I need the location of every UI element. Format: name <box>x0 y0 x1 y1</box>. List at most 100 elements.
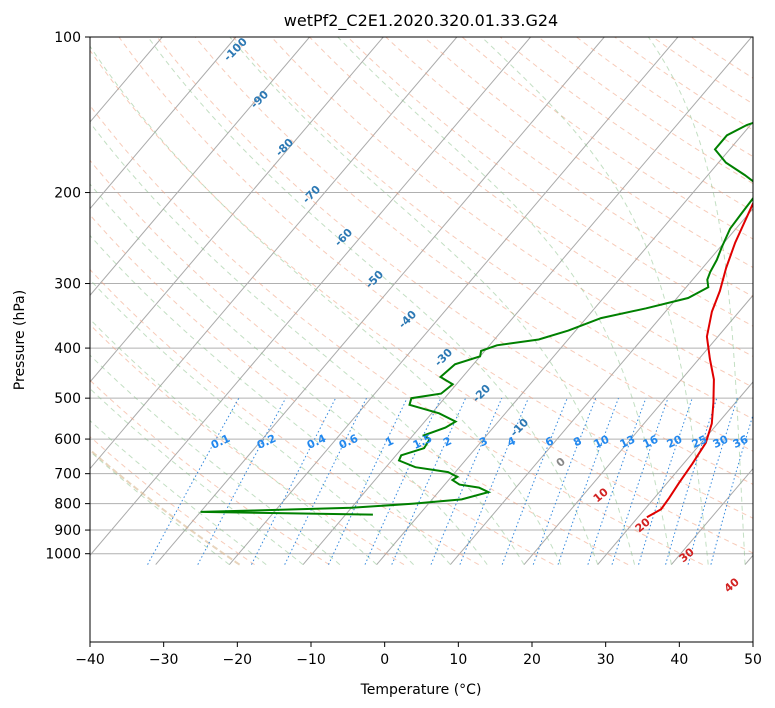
dry-adiabat-label: -90 <box>248 88 271 111</box>
mixing-ratio-label: 20 <box>665 433 685 451</box>
profile-series <box>200 121 753 519</box>
mixing-ratio-line <box>710 413 753 565</box>
x-tick-label: −30 <box>149 652 179 668</box>
moist-adiabat-line <box>90 121 525 565</box>
y-tick-label: 800 <box>54 497 81 513</box>
mixing-ratio-label: 1.5 <box>411 432 434 452</box>
plot-frame <box>89 36 754 643</box>
x-axis-ticks: −40 −30 −20 −10 0 10 20 30 40 50 <box>75 642 762 668</box>
dry-adiabat-line <box>118 37 753 519</box>
moist-adiabat-line <box>90 279 414 565</box>
mixing-ratio-line <box>430 397 503 565</box>
temperature-line <box>646 202 753 519</box>
y-tick-label: 500 <box>54 391 81 407</box>
dry-adiabats <box>90 37 753 566</box>
moist-adiabat-line <box>337 37 672 565</box>
mixing-ratio-line <box>459 398 529 565</box>
isotherm-line <box>90 37 531 557</box>
dry-adiabat-label: -80 <box>273 136 296 159</box>
mixing-ratio-label: 25 <box>690 433 709 451</box>
dry-adiabat-line <box>652 37 753 105</box>
x-tick-label: 10 <box>449 652 467 668</box>
mixing-ratio-line <box>147 397 240 565</box>
y-tick-label: 200 <box>54 186 81 202</box>
moist-adiabat-line <box>90 318 378 565</box>
moist-adiabat-label: 40 <box>722 575 742 595</box>
mixing-ratio-label: 30 <box>711 433 731 451</box>
isotherm-line <box>523 294 753 565</box>
y-axis-ticks: 100 200 300 400 500 600 700 800 900 1000 <box>45 30 90 563</box>
chart-title: wetPf2_C2E1.2020.320.01.33.G24 <box>284 11 558 31</box>
dry-adiabat-thick-line <box>90 448 241 566</box>
mixing-ratio-line <box>328 397 408 565</box>
mixing-ratio-label: 10 <box>592 433 612 451</box>
isotherm-line <box>229 37 679 565</box>
moist-adiabat-line <box>481 37 709 565</box>
dry-adiabat-line <box>347 37 753 327</box>
mixing-ratio-line <box>364 397 442 565</box>
isotherm-line <box>90 37 384 383</box>
isotherm-line <box>90 37 237 210</box>
dry-adiabat-line <box>90 214 554 566</box>
dewpoint-line <box>200 121 753 516</box>
isotherm-line <box>90 37 310 297</box>
isotherm-line <box>90 37 458 470</box>
dry-adiabat-line <box>537 37 753 185</box>
isotherm-line <box>597 381 753 565</box>
x-tick-label: −20 <box>223 652 253 668</box>
dry-adiabat-line <box>90 323 405 566</box>
moist-adiabat-line <box>647 37 746 565</box>
dry-adiabat-line <box>90 104 704 566</box>
mixing-ratio-line <box>284 397 367 565</box>
moist-adiabat-line <box>229 37 636 565</box>
mixing-ratio-label: 36 <box>731 433 751 451</box>
moist-adiabat-line <box>90 387 304 566</box>
dry-adiabat-line <box>90 268 479 566</box>
dry-adiabat-line <box>156 37 753 485</box>
dry-adiabat-line <box>309 37 753 357</box>
mixing-ratio-line <box>197 397 287 565</box>
isotherm-line <box>302 37 752 565</box>
x-tick-label: −10 <box>296 652 326 668</box>
dry-adiabat-line <box>194 37 753 452</box>
isotherm-line <box>376 121 753 565</box>
x-tick-label: 20 <box>523 652 541 668</box>
mixing-ratio-line <box>665 398 718 565</box>
moist-adiabat-label: 0 <box>554 455 568 470</box>
y-tick-label: 300 <box>54 277 81 293</box>
mixing-ratio-label: 16 <box>641 433 661 451</box>
x-tick-label: −40 <box>75 652 105 668</box>
x-tick-label: 40 <box>670 652 688 668</box>
moist-adiabats <box>90 37 746 566</box>
y-tick-label: 100 <box>54 30 81 46</box>
mixing-ratio-label: 6 <box>543 434 556 449</box>
isotherm-line <box>155 37 605 565</box>
y-tick-label: 400 <box>54 341 81 357</box>
mixing-ratio-line <box>391 397 467 565</box>
dry-adiabat-line <box>271 37 753 388</box>
mixing-ratio-label: 1 <box>383 434 395 449</box>
dry-adiabat-label: -40 <box>396 308 419 331</box>
dry-adiabat-line <box>614 37 753 131</box>
mixing-ratio-line <box>557 398 619 565</box>
mixing-ratio-line <box>638 398 693 565</box>
mixing-ratio-line <box>587 398 647 565</box>
moist-adiabat-label: 10 <box>591 485 611 505</box>
mixing-ratio-label: 0.2 <box>255 432 278 452</box>
x-axis-label: Temperature (°C) <box>360 682 482 698</box>
moist-adiabat-label: 20 <box>633 515 653 535</box>
x-tick-label: 50 <box>744 652 762 668</box>
y-axis-label: Pressure (hPa) <box>12 290 28 390</box>
mixing-ratio-line <box>251 397 337 565</box>
mixing-ratio-label: 13 <box>618 433 637 451</box>
mixing-ratio-lines <box>147 397 753 565</box>
moist-adiabat-line <box>147 37 599 565</box>
isotherm-line <box>744 554 753 565</box>
y-tick-label: 1000 <box>45 547 81 563</box>
x-tick-label: 0 <box>380 652 389 668</box>
moist-adiabat-line <box>90 450 230 566</box>
y-tick-label: 600 <box>54 432 81 448</box>
moist-adiabat-line <box>90 354 341 565</box>
dry-adiabat-line <box>90 49 753 554</box>
